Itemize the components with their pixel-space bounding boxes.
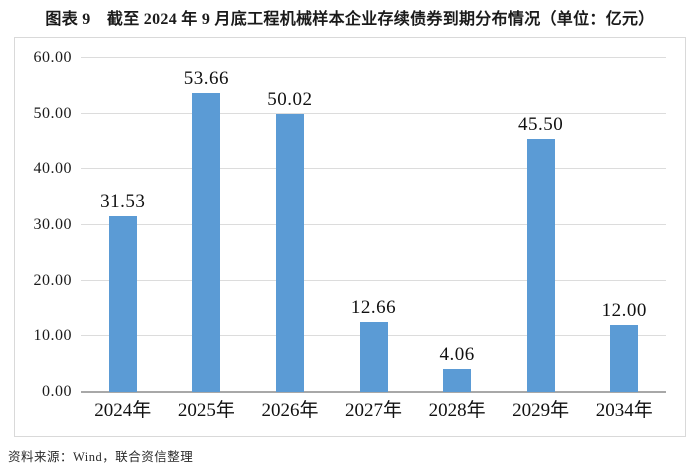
x-axis: 2024年 2025年 2026年 2027年 2028年 2029年 2034年 bbox=[81, 400, 666, 422]
gridline bbox=[81, 279, 666, 281]
y-axis-tick-label: 10.00 bbox=[33, 327, 72, 345]
x-axis-line bbox=[81, 391, 666, 393]
gridline bbox=[81, 168, 666, 170]
x-axis-tick-label: 2026年 bbox=[261, 400, 319, 421]
x-axis-tick-label: 2034年 bbox=[595, 400, 653, 421]
bar-value-label: 45.50 bbox=[518, 113, 564, 135]
y-axis-tick-label: 50.00 bbox=[33, 104, 72, 122]
x-axis-tick-label: 2029年 bbox=[512, 400, 570, 421]
y-axis-tick-label: 60.00 bbox=[33, 49, 72, 66]
bar-2029年 bbox=[526, 138, 555, 392]
x-axis-tick-label: 2024年 bbox=[94, 400, 152, 421]
chart-container: 0.00 10.00 20.00 30.00 40.00 50.00 60.00 31.53 5… bbox=[14, 37, 686, 437]
bar-value-label: 50.02 bbox=[267, 88, 313, 110]
bar-value-label: 31.53 bbox=[100, 191, 146, 213]
x-axis-tick-label: 2027年 bbox=[345, 400, 403, 421]
bar-2028年 bbox=[443, 369, 472, 392]
gridline bbox=[81, 224, 666, 225]
bar-2034年 bbox=[610, 325, 639, 392]
bar-value-label: 53.66 bbox=[183, 68, 229, 90]
bar-value-label: 4.06 bbox=[439, 344, 475, 366]
bar-2026年 bbox=[275, 113, 304, 392]
gridline bbox=[81, 112, 666, 114]
x-axis-tick-label: 2025年 bbox=[177, 400, 235, 421]
bar-2025年 bbox=[192, 93, 221, 392]
x-axis-tick-label: 2028年 bbox=[428, 400, 486, 421]
y-axis-tick-label: 40.00 bbox=[33, 160, 72, 178]
source-note: 资料来源：Wind，联合资信整理 bbox=[8, 450, 194, 464]
y-axis-tick-label: 0.00 bbox=[42, 383, 72, 400]
figure-title: 图表 9 截至 2024 年 9 月底工程机械样本企业存续债券到期分布情况（单位… bbox=[45, 11, 655, 28]
bar-value-label: 12.00 bbox=[601, 300, 647, 322]
gridline bbox=[81, 57, 666, 58]
bar-2024年 bbox=[108, 216, 137, 392]
y-axis-tick-label: 20.00 bbox=[33, 271, 72, 289]
y-axis-tick-label: 30.00 bbox=[33, 216, 72, 233]
bar-2027年 bbox=[359, 321, 388, 392]
bar-value-label: 12.66 bbox=[350, 296, 397, 318]
plot-area: 0.00 10.00 20.00 30.00 40.00 50.00 60.00 31.53 5… bbox=[34, 50, 666, 421]
